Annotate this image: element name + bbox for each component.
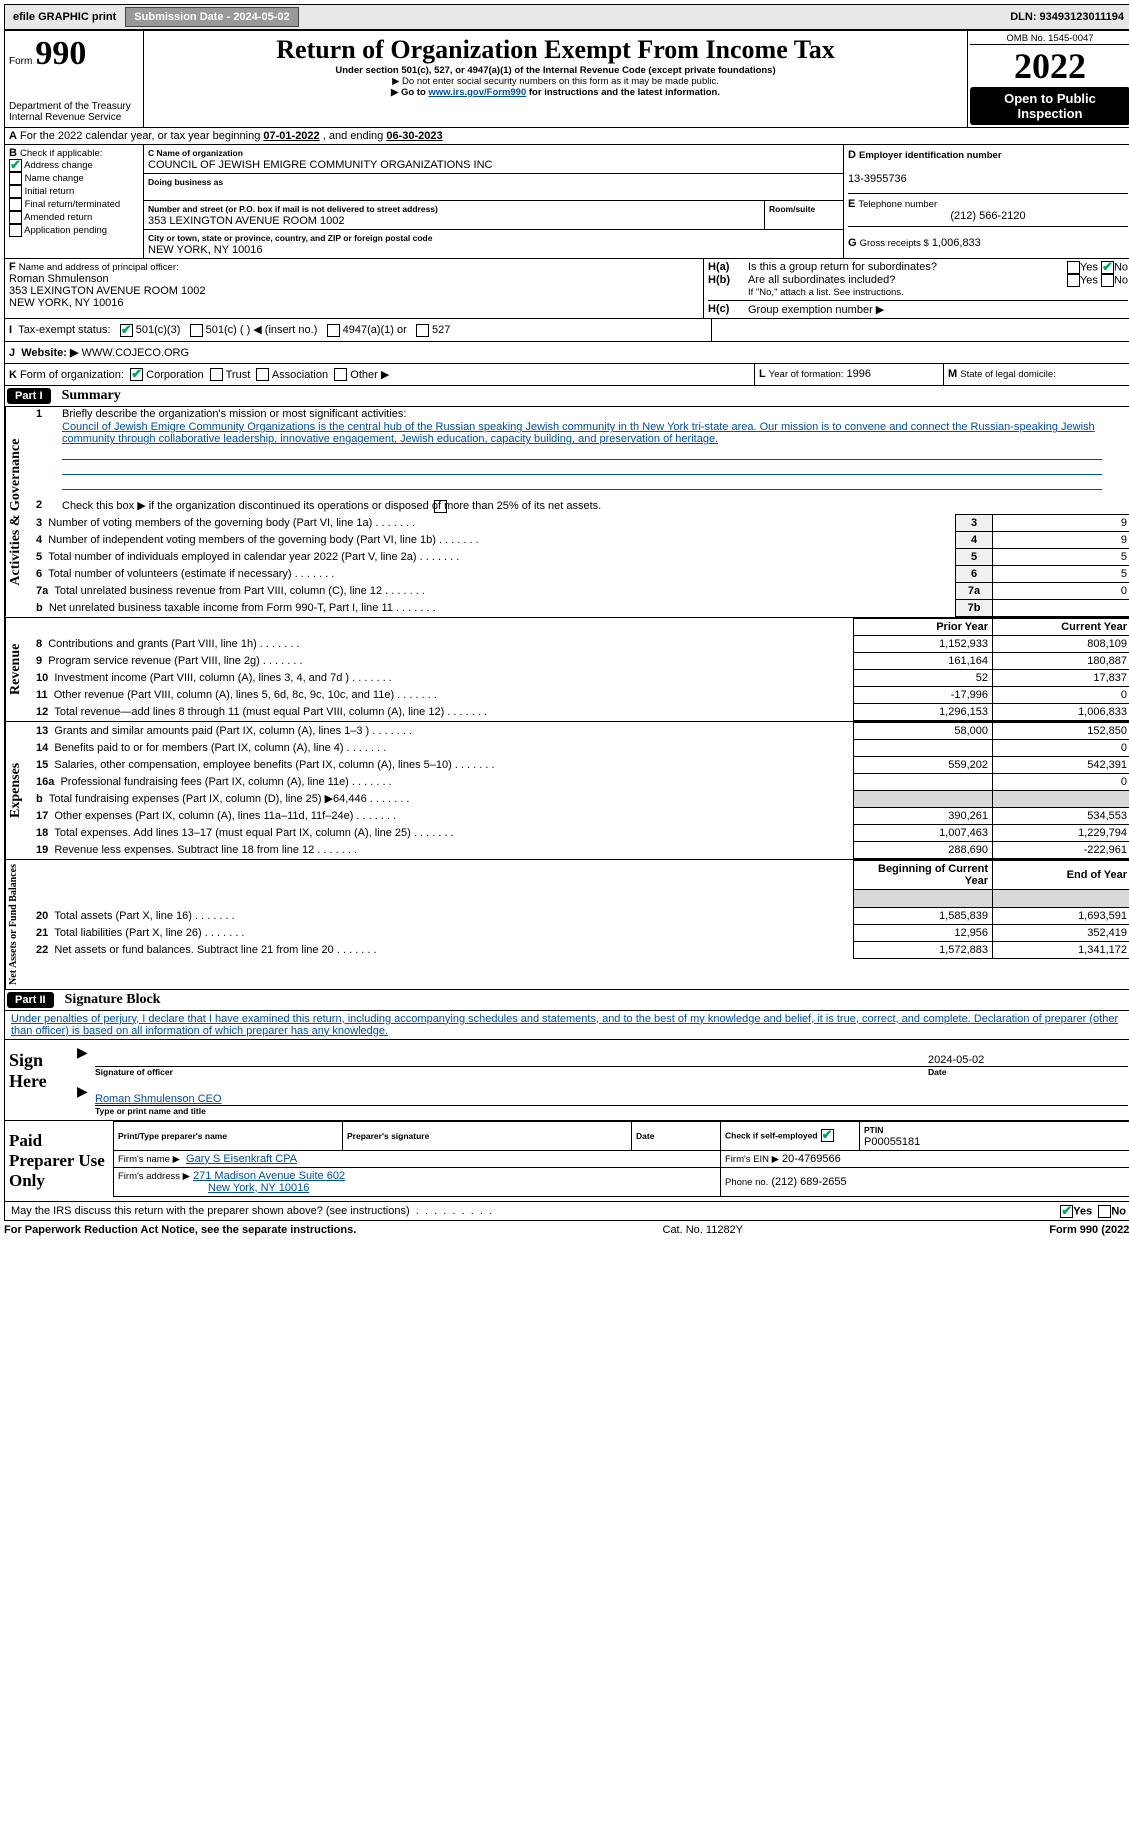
firm-phone: (212) 689-2655	[771, 1176, 846, 1188]
governance-table: 3 Number of voting members of the govern…	[32, 514, 1129, 617]
form-title: Return of Organization Exempt From Incom…	[148, 35, 963, 65]
efile-topbar: efile GRAPHIC print Submission Date - 20…	[4, 4, 1129, 30]
firm-name[interactable]: Gary S Eisenkraft CPA	[186, 1153, 297, 1165]
form-id-block: Form 990 Department of the Treasury Inte…	[5, 31, 144, 127]
submission-date-button[interactable]: Submission Date - 2024-05-02	[125, 7, 298, 27]
expenses-vlabel: Expenses	[5, 722, 32, 859]
telephone: (212) 566-2120	[848, 210, 1128, 222]
check-applicable-box: B Check if applicable: Address change Na…	[5, 145, 144, 258]
omb-number: OMB No. 1545-0047	[970, 33, 1129, 45]
pra-notice: For Paperwork Reduction Act Notice, see …	[4, 1224, 356, 1236]
perjury-declaration: Under penalties of perjury, I declare th…	[5, 1011, 1129, 1040]
ssn-warning: ▶ Do not enter social security numbers o…	[148, 76, 963, 87]
period-line: A For the 2022 calendar year, or tax yea…	[5, 128, 1129, 145]
sign-date: 2024-05-02	[928, 1044, 1128, 1067]
irs-label: Internal Revenue Service	[9, 112, 139, 123]
org-city: NEW YORK, NY 10016	[148, 244, 263, 256]
part-i-header: Part I	[7, 388, 51, 404]
part-ii-header: Part II	[7, 992, 54, 1008]
tax-year: 2022	[970, 45, 1129, 87]
governance-vlabel: Activities & Governance	[5, 407, 32, 617]
open-public-badge: Open to Public Inspection	[970, 87, 1129, 125]
form-number: 990	[35, 35, 86, 72]
firm-ein: 20-4769566	[782, 1153, 841, 1165]
mission-text[interactable]: Council of Jewish Emigre Community Organ…	[62, 421, 1102, 445]
org-street: 353 LEXINGTON AVENUE ROOM 1002	[148, 215, 344, 227]
dln-label: DLN: 93493123011194	[1004, 11, 1129, 23]
form-subtitle: Under section 501(c), 527, or 4947(a)(1)…	[148, 65, 963, 76]
irs-discuss-line: May the IRS discuss this return with the…	[5, 1202, 1129, 1220]
paid-preparer-label: Paid Preparer Use Only	[5, 1121, 113, 1201]
catalog-number: Cat. No. 11282Y	[663, 1224, 744, 1236]
form-footer: Form 990 (2022)	[1049, 1224, 1129, 1236]
netassets-vlabel: Net Assets or Fund Balances	[5, 860, 32, 989]
website: WWW.COJECO.ORG	[81, 347, 189, 359]
efile-label: efile GRAPHIC print	[7, 11, 122, 23]
revenue-vlabel: Revenue	[5, 618, 32, 721]
org-name: COUNCIL OF JEWISH EMIGRE COMMUNITY ORGAN…	[148, 159, 492, 171]
501c3-checkbox[interactable]	[120, 324, 133, 337]
year-formation: 1996	[847, 368, 871, 380]
sign-here-label: Sign Here	[5, 1040, 73, 1120]
revenue-table: Prior YearCurrent Year8 Contributions an…	[32, 618, 1129, 721]
irs-link[interactable]: www.irs.gov/Form990	[428, 87, 526, 98]
gross-receipts: 1,006,833	[932, 237, 981, 249]
ptin: P00055181	[864, 1136, 920, 1148]
dept-treasury: Department of the Treasury	[9, 101, 139, 112]
expenses-table: 13 Grants and similar amounts paid (Part…	[32, 722, 1129, 859]
group-return-box: H(a) Is this a group return for subordin…	[704, 259, 1129, 318]
ein-value: 13-3955736	[848, 173, 907, 185]
officer-name: Roman Shmulenson	[9, 273, 109, 285]
netassets-table: Beginning of Current YearEnd of Year20 T…	[32, 860, 1129, 959]
title-block: Return of Organization Exempt From Incom…	[144, 31, 967, 127]
officer-signed-name[interactable]: Roman Shmulenson CEO	[95, 1093, 222, 1105]
year-block: OMB No. 1545-0047 2022 Open to Public In…	[967, 31, 1129, 127]
